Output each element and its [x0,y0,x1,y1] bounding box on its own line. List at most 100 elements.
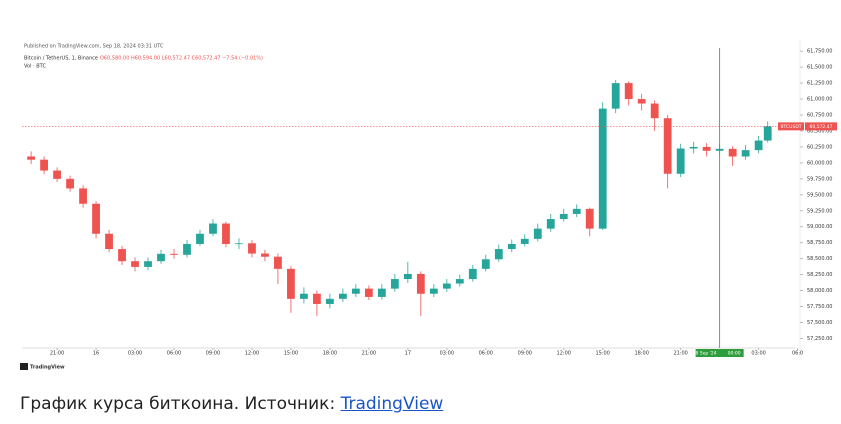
x-tick-label: 06:00 [479,351,493,357]
candle-body [416,273,425,294]
candle-body [702,146,711,151]
y-tick-label: 57,250.00 [807,336,832,342]
candle-body [520,238,529,244]
candle-body [338,293,347,299]
x-tick-label: 03:00 [128,351,142,357]
candle-body [403,273,412,280]
candle-body [313,293,321,304]
candle-body [741,150,750,157]
x-tick-label: 06:00 [167,351,181,357]
candle-body [585,208,594,229]
candle-body [326,298,334,304]
candle-body [274,256,282,269]
price-tag-bg [805,122,837,131]
symbol: Bitcoin / TetherUS, 1, Binance [24,56,98,62]
volume-legend: Vol · BTC [24,64,46,70]
y-tick-label: 59,250.00 [807,208,832,214]
y-tick-label: 58,250.00 [807,272,832,278]
x-tick-label: 17 [405,351,411,357]
x-tick-label: 21:00 [362,351,376,357]
candle-body [533,228,542,239]
candle-body [390,279,399,289]
candle-body [546,219,555,229]
logo: TradingView [30,365,65,371]
candle-body [754,140,763,151]
x-tick-label: 15:00 [596,351,610,357]
candle-body [92,203,100,234]
candle-body [351,288,360,294]
y-tick-label: 57,500.00 [807,320,832,326]
candle-body [131,261,139,267]
candle-body [248,243,256,254]
candle-body [507,243,516,250]
candle-body [624,83,633,100]
y-tick-label: 60,750.00 [807,113,832,119]
x-tick-label: 16 [93,351,99,357]
candle-body [663,118,672,174]
x-tick-label: 12:00 [245,351,259,357]
y-tick-label: 59,750.00 [807,176,832,182]
y-tick-label: 60,000.00 [807,160,832,166]
candle-body [209,223,217,234]
candle-body [287,268,295,299]
logo-icon [20,363,28,370]
candle-body [572,208,581,214]
candle-body [763,126,772,141]
y-tick-label: 58,500.00 [807,256,832,262]
chart: Published on TradingView.com, Sep 18, 20… [20,40,837,371]
y-tick-label: 60,250.00 [807,144,832,150]
candle-body [196,233,204,244]
y-tick-label: 57,750.00 [807,304,832,310]
y-tick-label: 59,500.00 [807,192,832,198]
x-tick-label: 21:00 [50,351,64,357]
date-marker-time: 00:00 [728,351,741,357]
date-marker-bg [695,349,744,357]
y-tick-label: 58,000.00 [807,288,832,294]
y-tick-label: 58,750.00 [807,240,832,246]
candle-body [611,83,620,109]
x-tick-label: 18:00 [634,351,648,357]
candle-body [559,213,568,220]
ohlc-legend: O60,580.00 H60,594.00 L60,572.47 C60,572… [100,56,263,62]
published: Published on TradingView.com, Sep 18, 20… [24,44,164,50]
candle-body [27,156,35,160]
candle-body [494,249,503,260]
candle-body [105,233,113,250]
candle-body [235,243,243,245]
candle-body [183,243,191,255]
x-tick-label: 09:00 [518,351,532,357]
caption: График курса биткоина. Источник: Trading… [20,394,443,414]
candle-body [118,249,126,262]
candle-body [170,253,178,255]
candle-body [689,146,698,149]
candle-body [598,108,607,229]
candle-body [455,279,464,284]
candle-body [364,288,373,297]
source-link[interactable]: TradingView [340,394,444,414]
x-tick-label: 21:00 [673,351,687,357]
y-tick-label: 60,500.00 [807,128,832,134]
candle-body [468,268,477,280]
candle-body [53,170,61,179]
x-tick-label: 06:0 [792,351,803,357]
y-tick-label: 59,000.00 [807,224,832,230]
candle-body [222,223,230,244]
candle-body [300,293,308,299]
candle-body [377,288,386,297]
price-tag: 60,572.47 [810,124,833,130]
x-tick-label: 15:00 [284,351,298,357]
x-tick-label: 09:00 [206,351,220,357]
x-tick-label: 12:00 [557,351,571,357]
date-marker-date: 18 Sep '24 [693,351,717,357]
candle-body [676,148,685,174]
candle-body [650,103,659,119]
candle-body [637,99,646,104]
x-tick-label: 03:00 [440,351,454,357]
y-tick-label: 61,250.00 [807,81,832,87]
candle-body [261,253,269,257]
price-tag-symbol-bg [778,122,804,131]
x-tick-label: 18:00 [323,351,337,357]
y-tick-label: 61,000.00 [807,97,832,103]
caption-text: График курса биткоина. Источник: [20,394,336,414]
